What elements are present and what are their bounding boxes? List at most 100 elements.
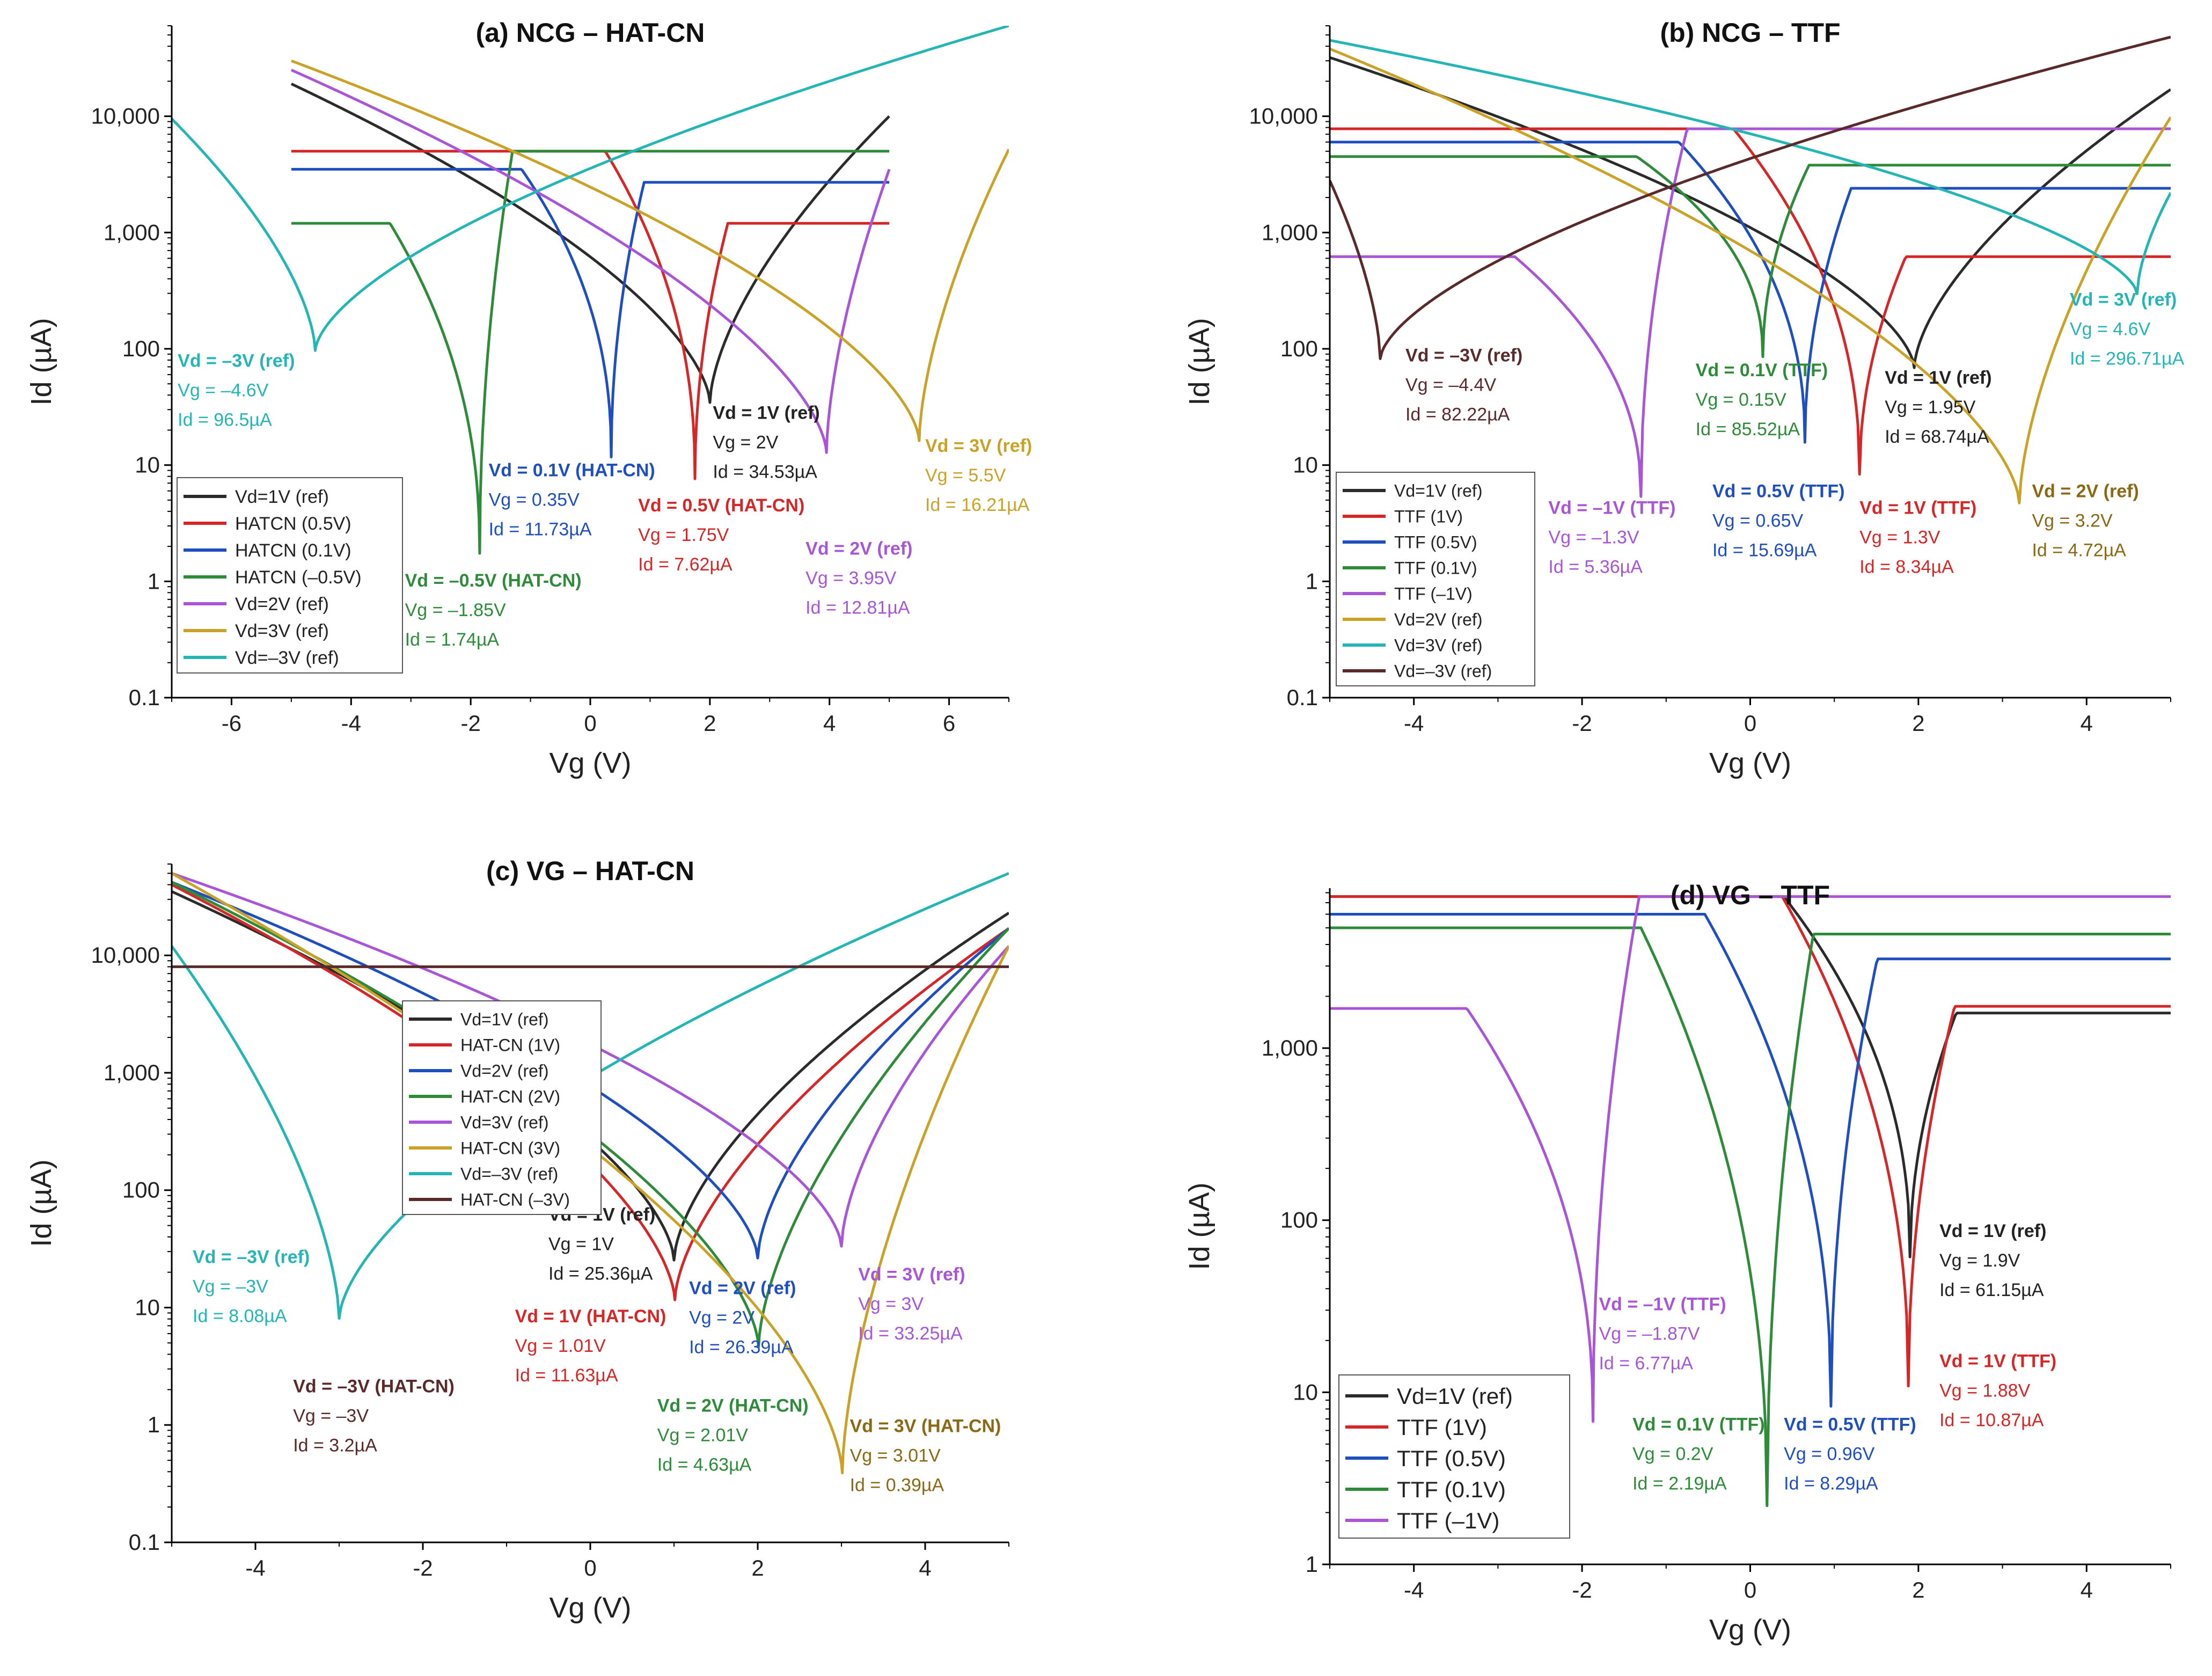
- legend-label-c-3: HAT-CN (2V): [460, 1087, 560, 1107]
- y-tick-label-a-3: 100: [122, 336, 160, 361]
- annotation-vg: Vg = 5.5V: [925, 465, 1006, 486]
- y-tick-label-d-2: 100: [1280, 1207, 1318, 1233]
- annotation-id: Id = 8.08µA: [193, 1306, 287, 1326]
- annotation-id: Id = 1.74µA: [405, 630, 500, 650]
- annotation-title: Vd = –3V (ref): [1405, 345, 1522, 365]
- annotation-id: Id = 25.36µA: [548, 1264, 653, 1284]
- legend-label-a-6: Vd=–3V (ref): [235, 648, 339, 668]
- series-group-a: [172, 26, 1009, 555]
- legend-label-c-4: Vd=3V (ref): [460, 1113, 549, 1132]
- series-line-b-4: [1330, 127, 2171, 498]
- legend-box-c: [402, 1000, 602, 1215]
- y-tick-label-b-4: 1,000: [1262, 219, 1318, 245]
- annotation-title: Vd = 2V (ref): [689, 1278, 796, 1299]
- annotation-id: Id = 0.39µA: [850, 1475, 944, 1495]
- annotation-d-1: Vd = 0.1V (TTF) Vg = 0.2V Id = 2.19µA: [1632, 1414, 1765, 1494]
- annotation-title: Vd = –1V (TTF): [1548, 498, 1675, 518]
- series-line-a-2: [291, 167, 890, 459]
- x-tick-label-a-3: 0: [584, 711, 596, 736]
- series-line-b-2: [1330, 141, 2171, 444]
- legend-label-a-4: Vd=2V (ref): [235, 594, 329, 614]
- x-tick-label-b-4: 4: [2081, 711, 2093, 736]
- y-tick-label-d-3: 1,000: [1262, 1035, 1318, 1060]
- legend-label-d-3: TTF (0.1V): [1397, 1477, 1506, 1502]
- annotation-vg: Vg = –3V: [193, 1276, 268, 1297]
- annotation-b-2: Vd = 1V (ref) Vg = 1.95V Id = 68.74µA: [1885, 368, 1991, 447]
- annotation-title: Vd = –3V (ref): [178, 351, 295, 371]
- annotation-title: Vd = 1V (ref): [713, 402, 819, 423]
- legend-label-b-5: Vd=2V (ref): [1394, 610, 1483, 630]
- series-line-a-0: [290, 82, 890, 404]
- annotation-a-6: Vd = 3V (ref) Vg = 5.5V Id = 16.21µA: [925, 436, 1032, 515]
- annotation-id: Id = 7.62µA: [638, 554, 733, 575]
- x-axis-label-d: Vg (V): [1709, 1614, 1791, 1646]
- x-tick-label-d-0: -4: [1404, 1577, 1424, 1602]
- annotation-title: Vd = 3V (ref): [2070, 290, 2177, 310]
- annotation-vg: Vg = 1.88V: [1939, 1380, 2031, 1401]
- legend-label-b-4: TTF (–1V): [1394, 584, 1473, 604]
- x-axis-label-a: Vg (V): [549, 747, 631, 779]
- legend-label-b-6: Vd=3V (ref): [1394, 636, 1483, 655]
- legend-label-d-1: TTF (1V): [1397, 1415, 1487, 1440]
- x-tick-label-d-3: 2: [1912, 1577, 1924, 1602]
- annotation-title: Vd = 3V (ref): [925, 436, 1032, 456]
- annotation-b-0: Vd = –3V (ref) Vg = –4.4V Id = 82.22µA: [1405, 345, 1522, 425]
- annotation-c-6: Vd = 3V (ref) Vg = 3V Id = 33.25µA: [858, 1264, 965, 1344]
- annotation-d-2: Vd = 0.5V (TTF) Vg = 0.96V Id = 8.29µA: [1784, 1414, 1916, 1494]
- annotation-title: Vd = 1V (TTF): [1859, 498, 1976, 518]
- annotation-vg: Vg = 1.01V: [515, 1336, 606, 1356]
- annotation-id: Id = 82.22µA: [1405, 404, 1510, 425]
- annotation-vg: Vg = 0.15V: [1696, 390, 1787, 410]
- annotation-title: Vd = –3V (ref): [193, 1247, 310, 1267]
- annotation-vg: Vg = 2V: [689, 1308, 755, 1328]
- y-tick-label-c-3: 100: [122, 1177, 160, 1203]
- x-tick-label-b-3: 2: [1912, 711, 1924, 736]
- series-line-b-0: [1330, 56, 2171, 369]
- annotation-vg: Vg = –4.6V: [178, 380, 269, 401]
- annotation-vg: Vg = 0.2V: [1632, 1444, 1713, 1464]
- annotation-title: Vd = –0.5V (HAT-CN): [405, 570, 582, 591]
- legend-b: Vd=1V (ref) TTF (1V) TTF (0.5V) TTF (0.1V) T…: [1336, 472, 1535, 686]
- series-line-a-6: [172, 26, 1009, 352]
- annotation-id: Id = 6.77µA: [1599, 1353, 1693, 1373]
- x-tick-label-a-5: 4: [823, 711, 836, 736]
- y-tick-label-b-0: 0.1: [1287, 685, 1318, 710]
- y-axis-label-a: Id (µA): [25, 318, 57, 405]
- series-line-d-2: [1330, 913, 2171, 1408]
- annotation-id: Id = 34.53µA: [713, 462, 817, 482]
- annotation-vg: Vg = 1V: [548, 1234, 614, 1255]
- annotation-id: Id = 296.71µA: [2070, 349, 2185, 369]
- annotation-c-1: Vd = –3V (HAT-CN) Vg = –3V Id = 3.2µA: [293, 1376, 455, 1455]
- annotation-id: Id = 11.73µA: [489, 519, 592, 540]
- annotation-vg: Vg = –1.85V: [405, 600, 506, 620]
- annotation-vg: Vg = 4.6V: [2070, 319, 2151, 340]
- annotation-title: Vd = 1V (ref): [1885, 368, 1991, 388]
- series-line-d-3: [1330, 926, 2171, 1507]
- annotation-id: Id = 4.72µA: [2032, 540, 2126, 560]
- annotation-vg: Vg = –1.3V: [1548, 528, 1639, 548]
- series-group-b: [1330, 35, 2171, 504]
- annotation-id: Id = 4.63µA: [657, 1454, 752, 1475]
- annotation-a-2: Vd = –0.5V (HAT-CN) Vg = –1.85V Id = 1.74µ…: [405, 570, 582, 650]
- x-tick-label-c-3: 2: [751, 1555, 764, 1580]
- annotation-title: Vd = 2V (ref): [805, 538, 912, 559]
- y-tick-label-c-5: 10,000: [91, 942, 160, 968]
- annotation-a-3: Vd = 1V (ref) Vg = 2V Id = 34.53µA: [713, 402, 819, 482]
- chart-title-a: (a) NCG – HAT-CN: [476, 18, 705, 48]
- x-tick-label-b-2: 0: [1744, 711, 1756, 736]
- annotation-vg: Vg = 1.75V: [638, 525, 729, 545]
- legend-label-b-0: Vd=1V (ref): [1394, 481, 1483, 501]
- annotation-vg: Vg = 3.2V: [2032, 510, 2113, 531]
- x-tick-label-d-2: 0: [1744, 1577, 1756, 1602]
- legend-label-c-0: Vd=1V (ref): [460, 1010, 549, 1029]
- x-tick-label-b-0: -4: [1404, 711, 1424, 736]
- annotation-id: Id = 96.5µA: [178, 410, 272, 430]
- annotation-a-5: Vd = 2V (ref) Vg = 3.95V Id = 12.81µA: [805, 538, 912, 618]
- legend-label-b-7: Vd=–3V (ref): [1394, 662, 1492, 681]
- panel-a: -6 -4 -2 0 2 4 6 0.1 1 10 100 1,000 10,000 (a) NCG – …: [25, 18, 1032, 779]
- panel-c: -4 -2 0 2 4 0.1 1 10 100 1,000 10,000 (c) VG – HAT-…: [25, 856, 1009, 1624]
- y-axis-label-d: Id (µA): [1183, 1182, 1215, 1270]
- annotation-vg: Vg = 0.65V: [1712, 510, 1804, 531]
- annotation-vg: Vg = 3.01V: [850, 1445, 941, 1466]
